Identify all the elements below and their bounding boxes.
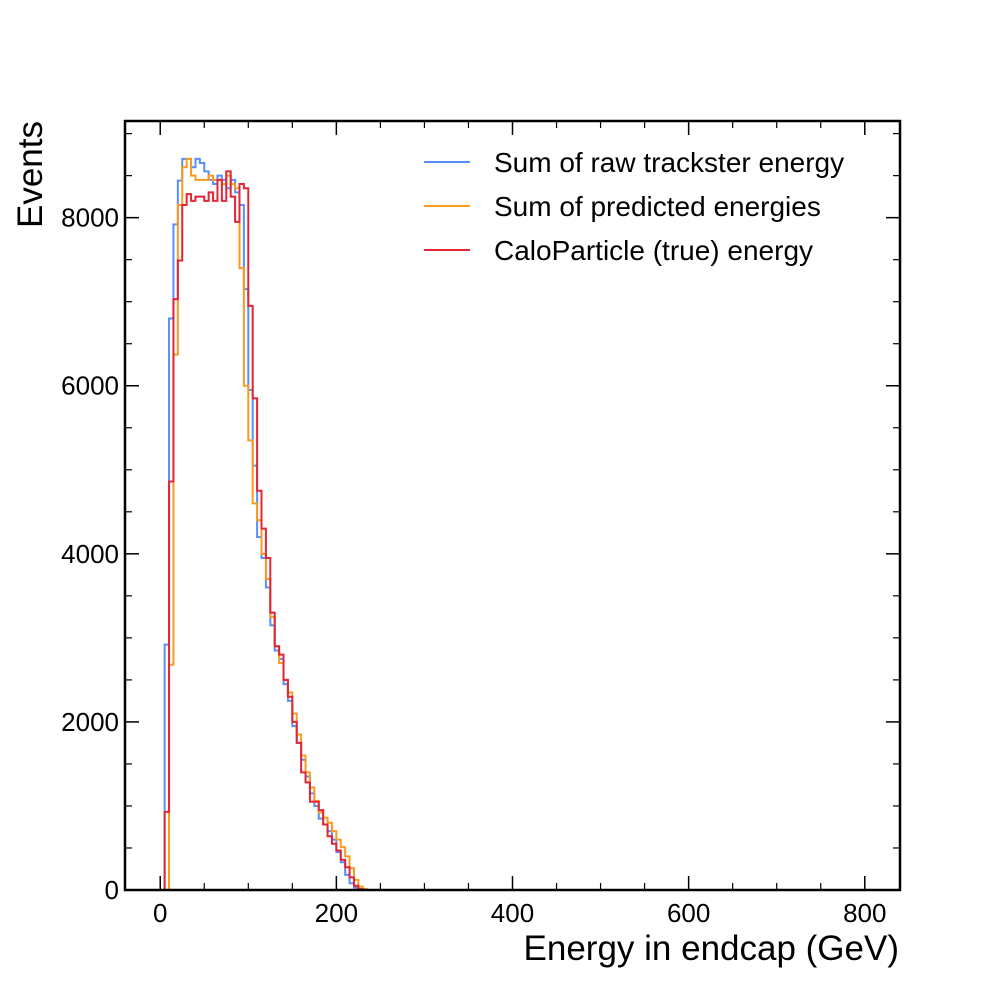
x-tick-label: 200 [315,898,358,928]
x-tick-label: 0 [153,898,167,928]
legend: Sum of raw trackster energy Sum of predic… [424,147,844,266]
series-line-3 [163,170,368,891]
legend-label-1: Sum of raw trackster energy [494,147,844,178]
x-tick-label: 400 [491,898,534,928]
y-tick-label: 4000 [61,539,119,569]
plot-frame [123,119,902,892]
x-axis-label: Energy in endcap (GeV) [524,929,899,968]
legend-label-3: CaloParticle (true) energy [494,235,813,266]
y-axis-label: Events [11,121,50,228]
y-tick-label: 2000 [61,707,119,737]
y-tick-label: 8000 [61,203,119,233]
y-tick-label: 0 [105,875,119,905]
y-tick-label: 6000 [61,371,119,401]
plot-area [163,157,372,891]
legend-label-2: Sum of predicted energies [494,191,821,222]
series-line-2 [164,157,372,891]
x-tick-label: 600 [667,898,710,928]
x-tick-label: 800 [843,898,886,928]
series-line-1 [163,157,372,891]
